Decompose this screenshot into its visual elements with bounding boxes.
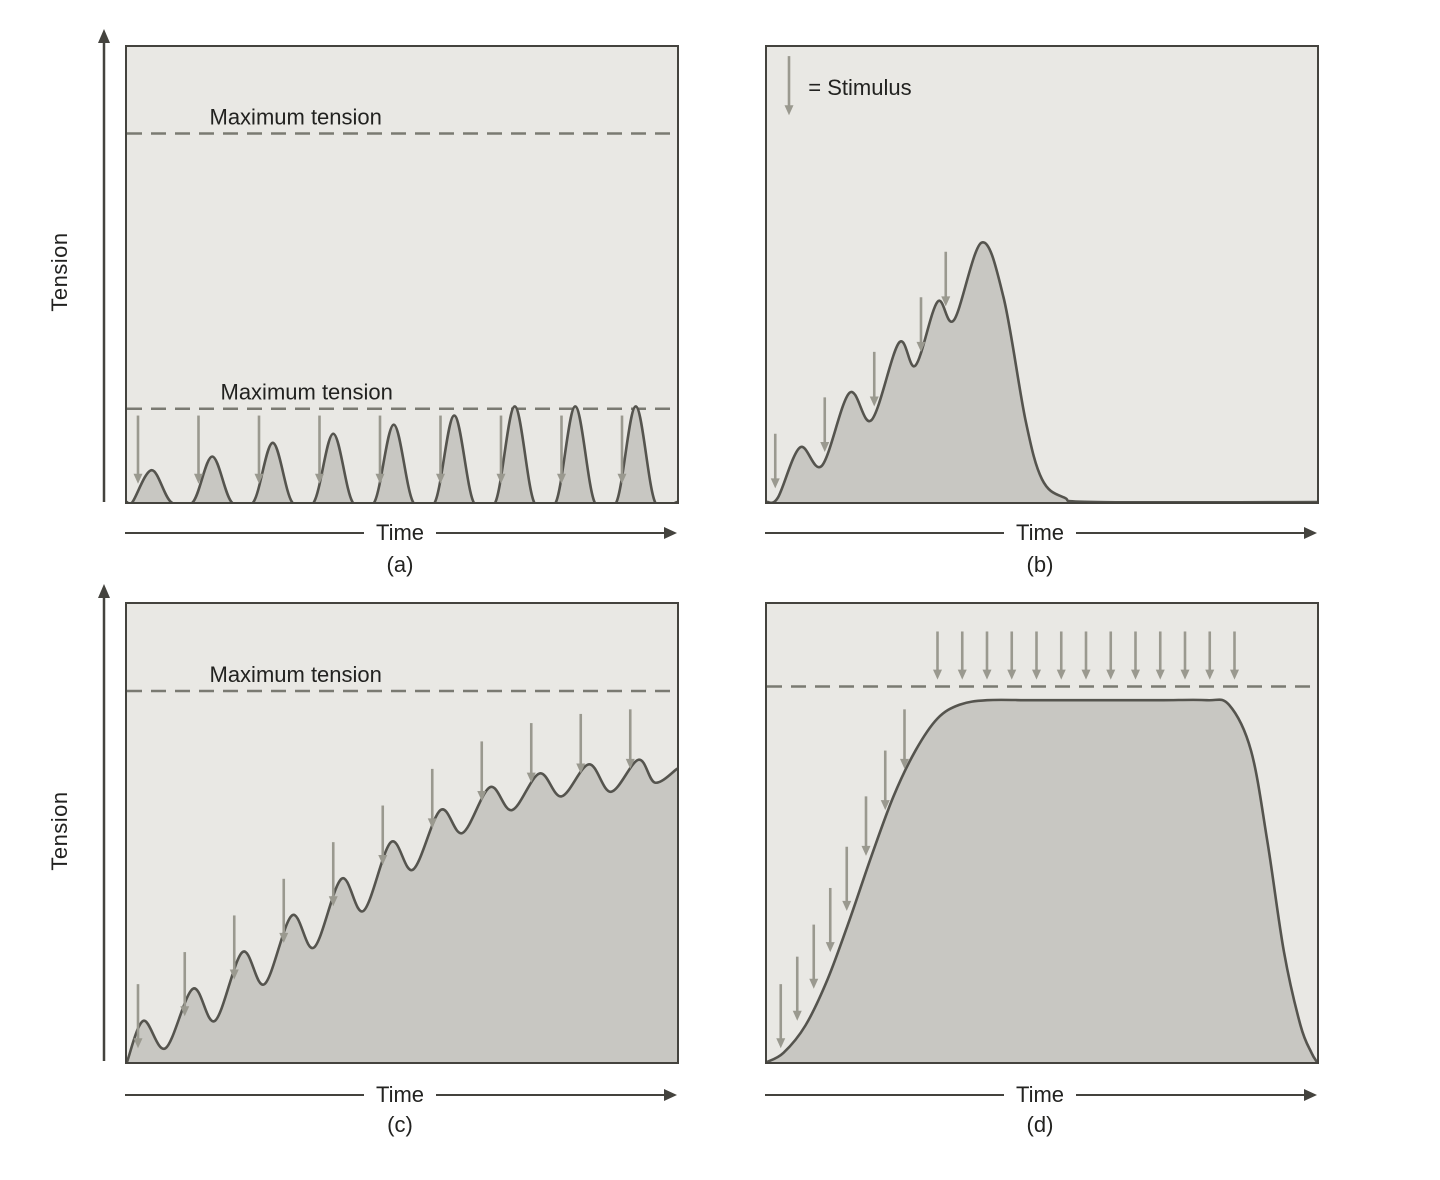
caption-c: (c): [387, 1112, 413, 1137]
plot-d: [765, 602, 1319, 1064]
plot-c: Maximum tension: [125, 602, 679, 1064]
y-axis-label-c: Tension: [47, 791, 72, 871]
x-axis-label-c: Time: [375, 1082, 425, 1107]
y-axis-label-a: Tension: [47, 232, 72, 312]
caption-a: (a): [386, 552, 414, 577]
plot-b: = Stimulus: [765, 45, 1319, 504]
x-axis-line-right-b: [1076, 527, 1317, 539]
x-axis-label-d: Time: [1015, 1082, 1065, 1107]
svg-text:Maximum tension: Maximum tension: [210, 104, 382, 129]
x-axis-line-right-a: [436, 527, 677, 539]
x-axis-d: Time: [765, 1082, 1317, 1108]
x-axis-line-left-b: [765, 532, 1004, 534]
svg-text:Maximum tension: Maximum tension: [210, 662, 382, 687]
y-axis-arrow-a: [98, 29, 110, 502]
x-axis-label-b: Time: [1015, 520, 1065, 545]
x-axis-b: Time: [765, 520, 1317, 546]
caption-d: (d): [1026, 1112, 1054, 1137]
plot-a: Maximum tension Maximum tension: [125, 45, 679, 504]
caption-b: (b): [1026, 552, 1054, 577]
x-axis-a: Time: [125, 520, 677, 546]
x-axis-c: Time: [125, 1082, 677, 1108]
x-axis-label-a: Time: [375, 520, 425, 545]
x-axis-line-left-c: [125, 1094, 364, 1096]
y-axis-arrow-c: [98, 584, 110, 1061]
x-axis-line-right-c: [436, 1089, 677, 1101]
x-axis-line-left-d: [765, 1094, 1004, 1096]
x-axis-line-right-d: [1076, 1089, 1317, 1101]
svg-text:Maximum tension: Maximum tension: [221, 380, 393, 405]
x-axis-line-left-a: [125, 532, 364, 534]
svg-text:= Stimulus: = Stimulus: [808, 75, 911, 100]
